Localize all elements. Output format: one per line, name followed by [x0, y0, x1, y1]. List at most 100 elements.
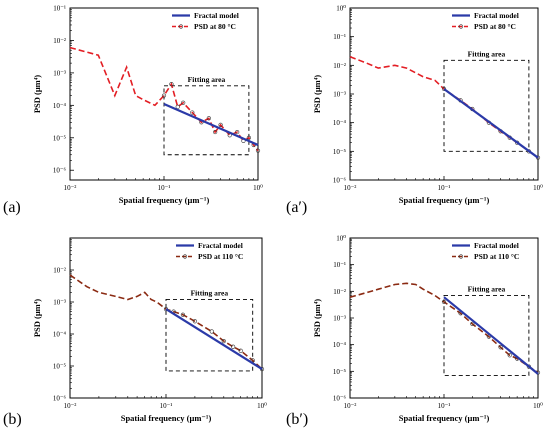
x-tick-label: 10⁰	[257, 402, 267, 410]
y-tick-label: 10⁻⁶	[333, 177, 347, 185]
y-tick-label: 10⁻⁶	[53, 395, 67, 403]
fitting-area-label: Fitting area	[191, 288, 229, 297]
fitting-area-label: Fitting area	[188, 75, 226, 84]
x-tick-label: 10⁻¹	[160, 402, 173, 410]
y-tick-label: 10⁻⁶	[53, 167, 67, 175]
fitting-area-box	[163, 85, 250, 156]
series-psd-marker	[180, 312, 186, 317]
series-psd-marker	[470, 321, 475, 327]
y-axis-label: PSD (μm⁴)	[312, 75, 322, 113]
y-tick-label: 10⁻⁴	[53, 331, 67, 339]
y-tick-label: 10⁻¹	[53, 5, 66, 13]
x-tick-label: 10⁻²	[64, 184, 77, 192]
y-tick-label: 10⁻³	[53, 299, 66, 307]
x-tick-label: 10⁻²	[64, 402, 77, 410]
series-psd-marker	[206, 116, 211, 121]
legend-marker-psd	[458, 24, 464, 29]
series-psd-marker	[218, 122, 223, 127]
legend-label: PSD at 80 °C	[474, 22, 516, 31]
legend-label: PSD at 110 °C	[198, 252, 243, 261]
legend-label: PSD at 80 °C	[194, 22, 236, 31]
y-axis-label: PSD (μm⁴)	[32, 299, 42, 337]
series-psd-marker	[498, 345, 503, 350]
y-tick-label: 10⁻⁴	[333, 119, 347, 127]
legend-label: PSD at 110 °C	[474, 252, 519, 261]
y-tick-label: 10⁻⁵	[53, 363, 67, 371]
legend-marker-psd	[182, 254, 188, 259]
series-psd-marker	[238, 348, 243, 353]
chart-panel-0: 10⁻² 10⁻¹ 10⁰ 10⁻⁶ 10⁻⁵ 10⁻⁴ 10⁻³ 10⁻² 10⁻¹ Spati…	[32, 5, 263, 206]
series-fractal-model	[165, 308, 263, 371]
fitting-area-label: Fitting area	[468, 284, 506, 293]
y-tick-label: 10⁻⁴	[333, 341, 347, 349]
panel-label: (b)	[3, 411, 22, 428]
chart-panel-2: 10⁻² 10⁻¹ 10⁰ 10⁻⁶ 10⁻⁵ 10⁻⁴ 10⁻³ 10⁻² Spatial f…	[32, 237, 267, 423]
series-fractal-model	[163, 102, 259, 147]
fitting-area-box	[443, 295, 530, 376]
y-tick-label: 10⁻³	[53, 69, 66, 77]
legend-label: Fractal model	[474, 241, 519, 250]
panel-label: (a′)	[286, 199, 307, 216]
chart-panel-1: 10⁻² 10⁻¹ 10⁰ 10⁻⁶ 10⁻⁵ 10⁻⁴ 10⁻³ 10⁻² 10⁻¹ 10⁰ Sp…	[312, 5, 543, 206]
series-psd-marker	[441, 299, 447, 305]
series-psd-marker	[441, 86, 447, 92]
chart-panel-3: 10⁻² 10⁻¹ 10⁰ 10⁻⁶ 10⁻⁵ 10⁻⁴ 10⁻³ 10⁻² 10⁻¹ 10⁰ Sp…	[312, 235, 543, 424]
y-tick-label: 10⁻¹	[333, 261, 346, 269]
series-psd-marker	[246, 135, 251, 140]
x-tick-label: 10⁰	[253, 184, 263, 192]
y-tick-label: 10⁻²	[53, 267, 66, 275]
x-tick-label: 10⁻²	[344, 184, 357, 192]
y-tick-label: 10⁻³	[333, 315, 346, 323]
series-psd-marker	[235, 129, 240, 135]
y-tick-label: 10⁻⁴	[53, 102, 67, 110]
x-axis-label: Spatial frequency (μm⁻¹)	[399, 195, 490, 205]
series-fractal-model	[443, 88, 539, 159]
series-psd-marker	[192, 319, 197, 324]
fitting-area-box	[165, 299, 254, 372]
series-psd-marker	[221, 338, 226, 344]
series-psd-marker	[190, 110, 195, 115]
series-psd-marker	[175, 104, 180, 109]
x-tick-label: 10⁻²	[344, 402, 357, 410]
series-psd-line	[349, 282, 539, 374]
y-tick-label: 10⁻⁶	[333, 395, 347, 403]
series-psd-marker	[169, 82, 174, 87]
y-tick-label: 10⁻⁵	[333, 148, 347, 156]
legend-marker-psd	[178, 24, 184, 29]
legend-label: Fractal model	[198, 241, 243, 250]
y-tick-label: 10⁻⁵	[333, 368, 347, 376]
x-tick-label: 10⁻¹	[438, 184, 451, 192]
series-psd-marker	[161, 93, 167, 98]
x-axis-label: Spatial frequency (μm⁻¹)	[121, 413, 212, 423]
y-tick-label: 10⁻²	[333, 62, 346, 70]
y-tick-label: 10⁰	[336, 235, 346, 243]
y-axis-label: PSD (μm⁴)	[312, 299, 322, 337]
series-psd-marker	[213, 129, 218, 135]
panel-label: (b′)	[286, 411, 308, 428]
series-fractal-model	[443, 296, 539, 375]
y-tick-label: 10⁰	[336, 5, 346, 13]
series-psd-marker	[181, 100, 186, 105]
x-axis-label: Spatial frequency (μm⁻¹)	[119, 195, 210, 205]
x-axis-label: Spatial frequency (μm⁻¹)	[399, 413, 490, 423]
y-tick-label: 10⁻³	[333, 91, 346, 99]
fitting-area-label: Fitting area	[468, 49, 506, 58]
fitting-area-box	[443, 59, 530, 152]
x-tick-label: 10⁻¹	[158, 184, 171, 192]
plot-frame	[349, 237, 539, 399]
y-tick-label: 10⁻²	[333, 288, 346, 296]
y-tick-label: 10⁻²	[53, 37, 66, 45]
x-tick-label: 10⁰	[533, 184, 543, 192]
legend-label: Fractal model	[474, 11, 519, 20]
y-tick-label: 10⁻¹	[333, 33, 346, 41]
legend-marker-psd	[458, 254, 464, 259]
series-psd-marker	[231, 344, 236, 349]
y-tick-label: 10⁻⁵	[53, 134, 67, 142]
x-tick-label: 10⁻¹	[438, 402, 451, 410]
series-psd-marker	[255, 148, 261, 153]
y-axis-label: PSD (μm⁴)	[32, 75, 42, 113]
legend-label: Fractal model	[194, 11, 239, 20]
x-tick-label: 10⁰	[533, 402, 543, 410]
series-psd-marker	[507, 353, 512, 358]
